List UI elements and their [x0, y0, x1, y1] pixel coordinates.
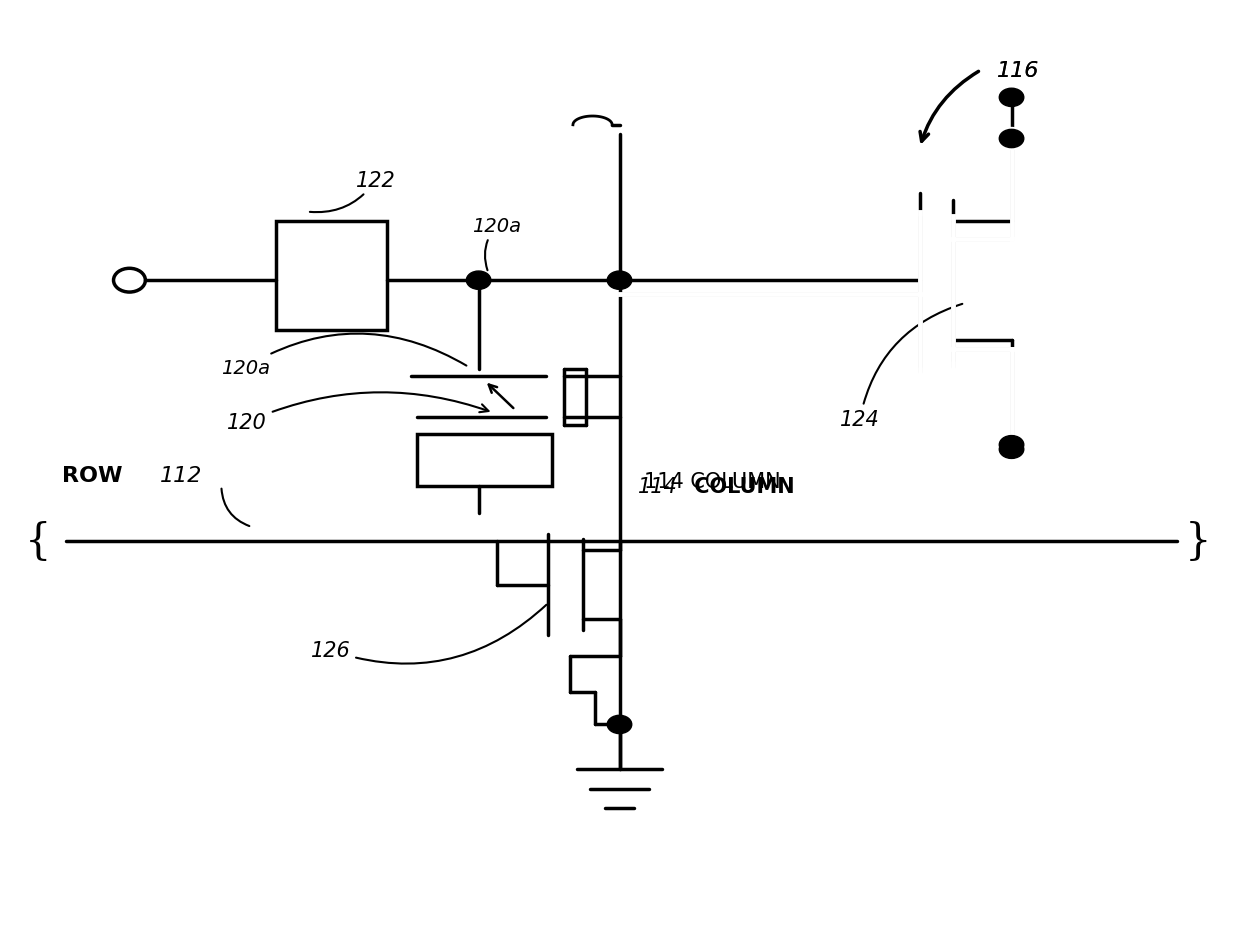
- Text: 116: 116: [997, 61, 1040, 81]
- Bar: [418, 434, 553, 487]
- Text: }: }: [1184, 520, 1211, 562]
- Text: 120a: 120a: [222, 335, 466, 377]
- Text: 114: 114: [638, 476, 678, 496]
- Text: ROW: ROW: [62, 465, 130, 486]
- Text: 116: 116: [997, 61, 1040, 81]
- Circle shape: [1000, 436, 1023, 454]
- Circle shape: [466, 272, 491, 290]
- Bar: [276, 222, 387, 331]
- Text: 120: 120: [228, 393, 488, 432]
- Circle shape: [1000, 130, 1023, 148]
- Circle shape: [607, 272, 632, 290]
- Text: 126: 126: [311, 605, 546, 664]
- Circle shape: [607, 716, 632, 734]
- Text: 112: 112: [160, 465, 202, 486]
- Text: 122: 122: [310, 171, 395, 213]
- Text: 114 COLUMN: 114 COLUMN: [644, 472, 781, 491]
- Text: {: {: [25, 520, 51, 562]
- Text: 120a: 120a: [472, 217, 522, 271]
- Circle shape: [1000, 440, 1023, 459]
- Circle shape: [1000, 89, 1023, 108]
- Circle shape: [997, 128, 1026, 150]
- Text: COLUMN: COLUMN: [686, 476, 794, 496]
- Circle shape: [997, 438, 1026, 461]
- Text: 124: 124: [840, 305, 963, 429]
